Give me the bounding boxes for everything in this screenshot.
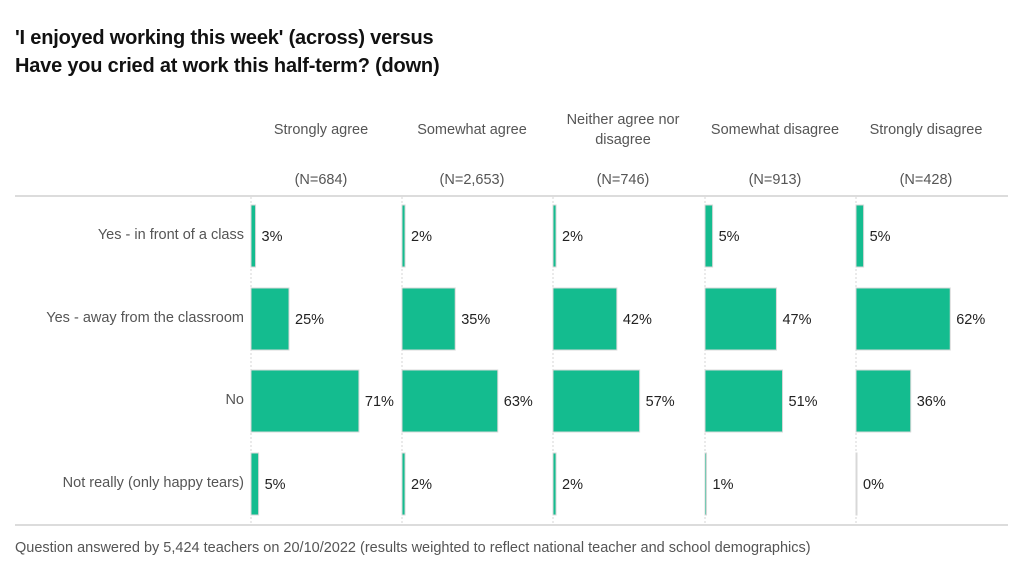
- column-header: Strongly disagree: [851, 120, 1001, 140]
- bar-value-label: 51%: [789, 394, 818, 410]
- bar-value-label: 36%: [917, 394, 946, 410]
- bar-value-label: 5%: [719, 229, 740, 245]
- bar-value-label: 2%: [411, 229, 432, 245]
- bar-value-label: 25%: [295, 312, 324, 328]
- column-header: Somewhat disagree: [700, 120, 850, 140]
- column-header-line: Neither agree nor: [566, 112, 680, 128]
- bar: [855, 452, 858, 516]
- bar: [704, 287, 777, 351]
- column-sample-size: (N=428): [899, 172, 953, 188]
- column-header: Neither agree nor disagree: [548, 110, 698, 150]
- column-header-line: Strongly agree: [273, 122, 369, 138]
- bar: [855, 369, 912, 433]
- column-header-line: Somewhat agree: [417, 122, 527, 138]
- column-header: Strongly agree: [246, 120, 396, 140]
- column-sample-size: (N=2,653): [439, 172, 505, 188]
- bar-value-label: 63%: [504, 394, 533, 410]
- bar: [401, 287, 456, 351]
- column-header-line: Strongly disagree: [869, 122, 983, 138]
- chart-title-line-2: Have you cried at work this half-term? (…: [15, 55, 440, 77]
- bar: [250, 287, 290, 351]
- column-sample-size: (N=684): [294, 172, 348, 188]
- column-header: Somewhat agree: [397, 120, 547, 140]
- bar: [552, 369, 641, 433]
- bar: [552, 452, 557, 516]
- bar: [250, 452, 260, 516]
- bar-value-label: 35%: [461, 312, 490, 328]
- bar: [704, 452, 708, 516]
- bar-value-label: 62%: [956, 312, 985, 328]
- top-divider: [15, 195, 1008, 197]
- column-header-line: disagree: [595, 132, 651, 148]
- bar-value-label: 42%: [623, 312, 652, 328]
- chart-title-line-1: 'I enjoyed working this week' (across) v…: [15, 27, 434, 49]
- bar: [401, 452, 406, 516]
- column-sample-size: (N=746): [596, 172, 650, 188]
- bar: [704, 204, 714, 268]
- bar-value-label: 57%: [646, 394, 675, 410]
- column-header-line: Somewhat disagree: [710, 122, 840, 138]
- bar-value-label: 5%: [870, 229, 891, 245]
- row-label: Not really (only happy tears): [62, 475, 244, 491]
- bar: [855, 287, 951, 351]
- bar-value-label: 2%: [562, 229, 583, 245]
- row-label: Yes - away from the classroom: [46, 310, 244, 326]
- bar: [855, 204, 865, 268]
- bar: [552, 287, 618, 351]
- bar-value-label: 0%: [863, 477, 884, 493]
- bar: [250, 369, 360, 433]
- bar-value-label: 5%: [265, 477, 286, 493]
- bar: [552, 204, 557, 268]
- bar-value-label: 2%: [562, 477, 583, 493]
- bar: [704, 369, 784, 433]
- chart-title: 'I enjoyed working this week' (across) v…: [15, 24, 440, 80]
- column-sample-size: (N=913): [748, 172, 802, 188]
- bottom-divider: [15, 524, 1008, 526]
- bar: [401, 369, 499, 433]
- bar-value-label: 1%: [713, 477, 734, 493]
- row-label: No: [225, 392, 244, 408]
- bar-value-label: 47%: [782, 312, 811, 328]
- row-label: Yes - in front of a class: [97, 227, 244, 243]
- bar: [250, 204, 257, 268]
- bar-value-label: 3%: [262, 229, 283, 245]
- bar-value-label: 71%: [365, 394, 394, 410]
- bar-value-label: 2%: [411, 477, 432, 493]
- footer-note: Question answered by 5,424 teachers on 2…: [15, 540, 811, 556]
- bar: [401, 204, 406, 268]
